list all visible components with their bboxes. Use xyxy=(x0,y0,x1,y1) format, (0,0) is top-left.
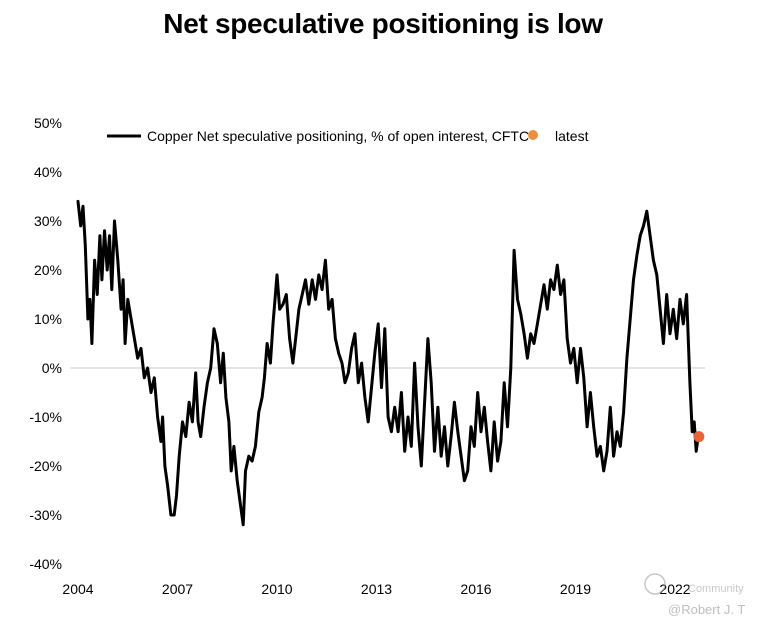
x-tick-label: 2013 xyxy=(361,581,392,597)
y-tick-label: 20% xyxy=(34,262,62,278)
y-tick-label: -20% xyxy=(29,458,62,474)
watermark-text: Community xyxy=(688,583,744,595)
y-tick-label: -30% xyxy=(29,507,62,523)
series-line-copper-net-positioning xyxy=(76,199,700,527)
y-tick-label: 0% xyxy=(42,360,62,376)
y-tick-label: 30% xyxy=(34,213,62,229)
x-tick-label: 2016 xyxy=(460,581,491,597)
y-tick-label: -10% xyxy=(29,409,62,425)
watermark-logo-icon xyxy=(644,573,666,595)
legend-label-latest: latest xyxy=(555,128,589,144)
x-tick-label: 2010 xyxy=(261,581,292,597)
x-axis: 2004 2007 2010 2013 2016 2019 2022 xyxy=(62,581,690,597)
watermark-author: @Robert J. T xyxy=(668,602,745,617)
chart-title: Net speculative positioning is low xyxy=(163,8,603,39)
y-tick-label: 50% xyxy=(34,115,62,131)
y-tick-label: 40% xyxy=(34,164,62,180)
y-tick-label: -40% xyxy=(29,556,62,572)
x-tick-label: 2004 xyxy=(62,581,93,597)
y-tick-label: 10% xyxy=(34,311,62,327)
legend-label-series: Copper Net speculative positioning, % of… xyxy=(147,128,529,144)
y-axis: 50% 40% 30% 20% 10% 0% -10% -20% -30% -40% xyxy=(29,115,62,572)
legend-marker-latest xyxy=(528,130,538,140)
legend: Copper Net speculative positioning, % of… xyxy=(107,128,589,144)
x-tick-label: 2007 xyxy=(162,581,193,597)
x-tick-label: 2019 xyxy=(560,581,591,597)
x-tick-label: 2022 xyxy=(659,581,690,597)
watermark: Community @Robert J. T xyxy=(644,573,745,617)
latest-point xyxy=(693,431,705,443)
